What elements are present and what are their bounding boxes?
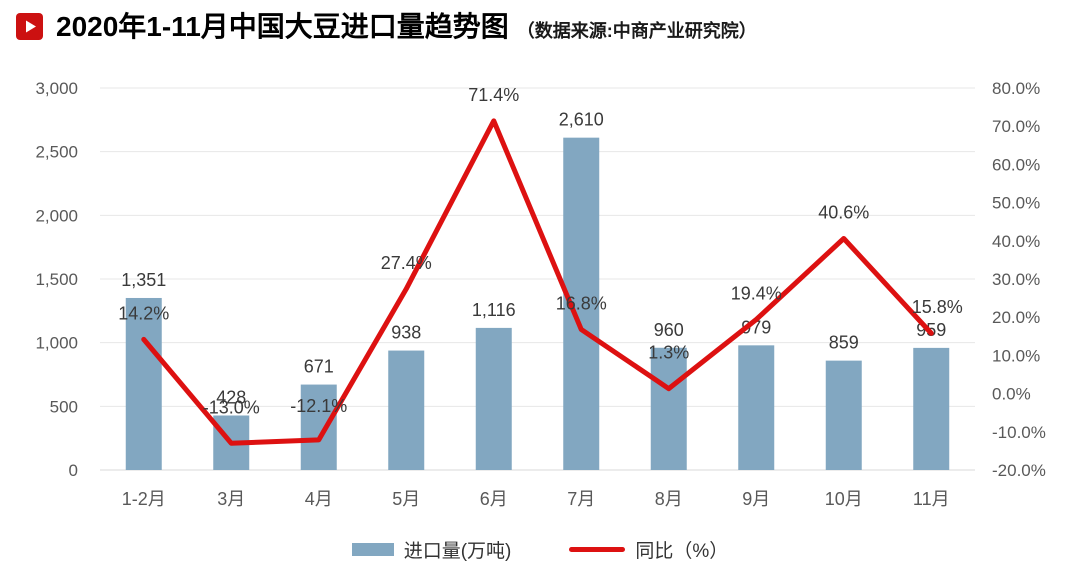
legend-item-yoy: 同比（%） <box>569 536 728 563</box>
x-axis-label-6月: 6月 <box>480 489 508 509</box>
chart-header: 2020年1-11月中国大豆进口量趋势图 （数据来源:中商产业研究院） <box>16 10 757 44</box>
line-label-3月: -13.0% <box>203 397 260 417</box>
left-axis-tick: 500 <box>50 397 78 416</box>
right-axis-tick: 30.0% <box>992 270 1040 289</box>
line-label-10月: 40.6% <box>818 203 869 223</box>
x-axis-label-10月: 10月 <box>825 489 863 509</box>
right-axis-tick: -10.0% <box>992 423 1046 442</box>
line-label-6月: 71.4% <box>468 85 519 105</box>
right-axis-tick: 80.0% <box>992 79 1040 98</box>
x-axis-label-9月: 9月 <box>742 489 770 509</box>
legend-label-yoy: 同比（%） <box>635 541 729 562</box>
right-axis-tick: 10.0% <box>992 346 1040 365</box>
chart-legend: 进口量(万吨) 同比（%） <box>0 536 1080 563</box>
yoy-line <box>141 118 934 446</box>
line-label-11月: 15.8% <box>912 297 963 317</box>
x-axis-label-8月: 8月 <box>655 489 683 509</box>
x-axis-label-4月: 4月 <box>305 489 333 509</box>
right-axis-tick: 50.0% <box>992 194 1040 213</box>
bar-8月 <box>650 347 687 470</box>
bar-label-3月: 428 <box>216 388 246 408</box>
legend-item-import-volume: 进口量(万吨) <box>351 536 512 563</box>
bar-label-8月: 960 <box>654 320 684 340</box>
left-axis-tick: 0 <box>69 461 78 480</box>
right-axis-tick: 70.0% <box>992 117 1040 136</box>
play-icon <box>16 13 43 41</box>
x-axis-label-11月: 11月 <box>913 489 950 509</box>
right-axis-tick: 40.0% <box>992 232 1040 251</box>
line-label-1-2月: 14.2% <box>118 303 169 323</box>
line-label-9月: 19.4% <box>731 283 782 303</box>
bar-4月 <box>300 384 337 470</box>
x-axis-label-5月: 5月 <box>392 489 420 509</box>
bar-label-5月: 938 <box>391 323 421 343</box>
bar-10月 <box>825 360 862 470</box>
bar-5月 <box>388 350 425 470</box>
left-axis-tick: 1,000 <box>35 334 78 353</box>
left-axis-tick: 2,000 <box>35 206 78 225</box>
line-label-5月: 27.4% <box>381 253 432 273</box>
left-axis-tick: 1,500 <box>35 270 78 289</box>
bar-series-swatch <box>351 543 394 556</box>
right-axis-tick: 0.0% <box>992 385 1031 404</box>
bar-11月 <box>913 347 950 470</box>
bar-6月 <box>475 327 512 470</box>
bar-label-6月: 1,116 <box>472 300 516 320</box>
x-axis-label-1-2月: 1-2月 <box>122 489 166 509</box>
bar-label-4月: 671 <box>304 357 334 377</box>
line-label-7月: 16.8% <box>556 293 607 313</box>
line-label-4月: -12.1% <box>290 396 347 416</box>
right-axis-tick: 20.0% <box>992 308 1040 327</box>
bar-label-10月: 859 <box>829 333 859 353</box>
bar-label-1-2月: 1,351 <box>121 270 166 290</box>
left-axis-tick: 3,000 <box>35 79 78 98</box>
line-label-8月: 1.3% <box>648 343 689 363</box>
data-source-note: （数据来源:中商产业研究院） <box>516 20 757 41</box>
chart-title: 2020年1-11月中国大豆进口量趋势图 <box>56 11 509 42</box>
right-axis-tick: 60.0% <box>992 155 1040 174</box>
right-axis-tick: -20.0% <box>992 461 1046 480</box>
bar-1-2月 <box>125 297 162 470</box>
bar-9月 <box>738 345 775 470</box>
legend-label-import-volume: 进口量(万吨) <box>403 541 512 562</box>
x-axis-label-7月: 7月 <box>567 489 595 509</box>
bar-label-7月: 2,610 <box>559 110 604 130</box>
x-axis-label-3月: 3月 <box>217 489 245 509</box>
left-axis-tick: 2,500 <box>35 143 78 162</box>
line-series-swatch <box>569 547 626 552</box>
